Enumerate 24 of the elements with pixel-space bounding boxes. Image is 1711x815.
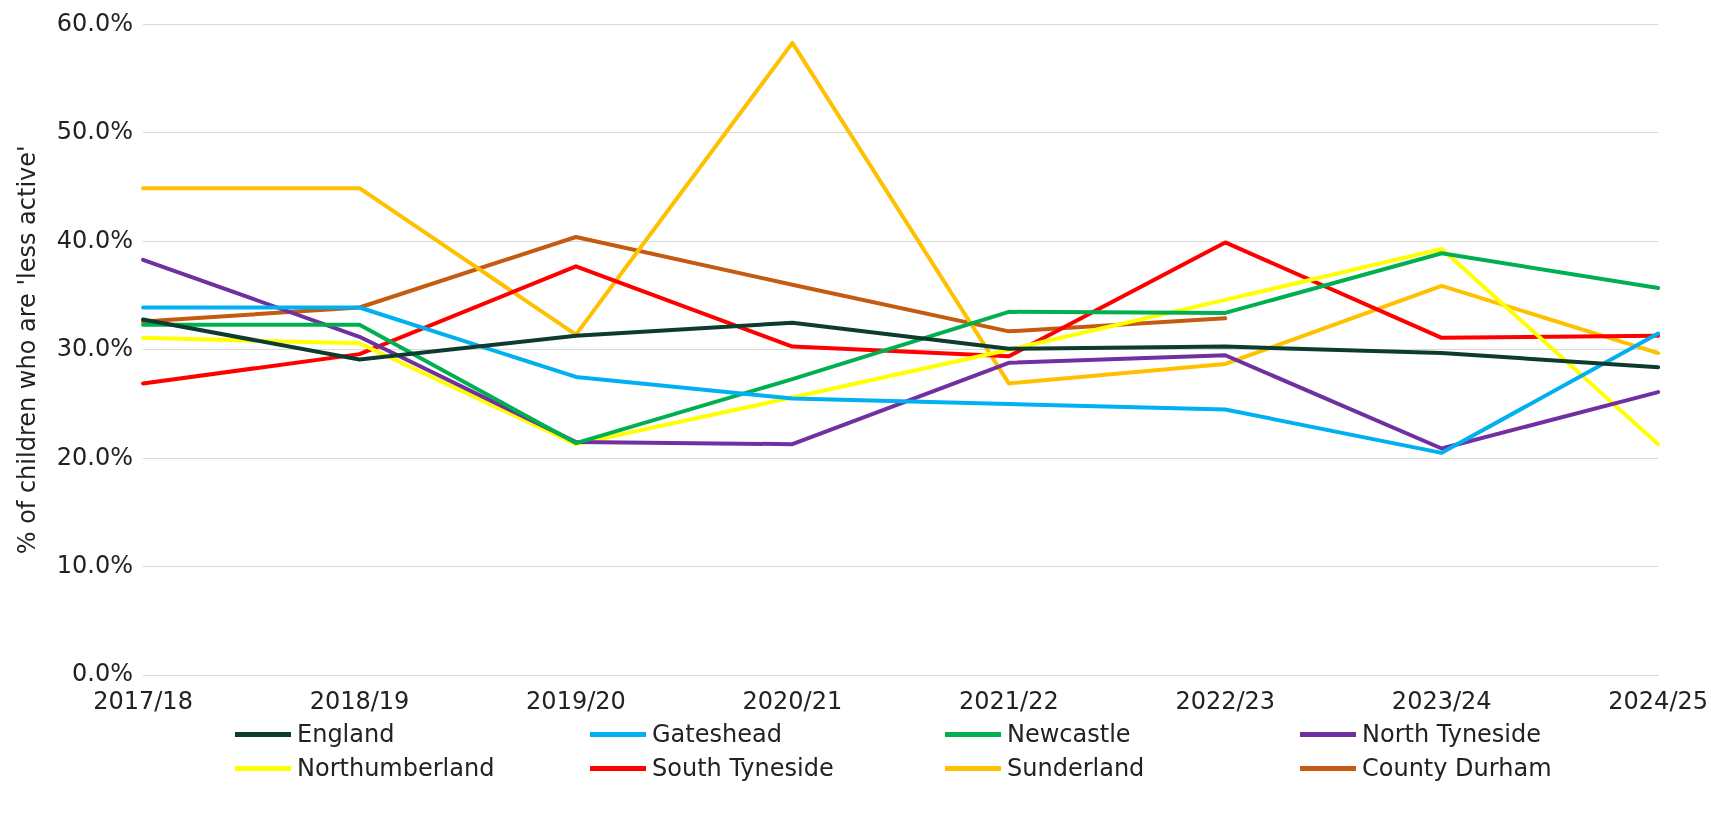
x-tick-label: 2018/19 bbox=[309, 686, 410, 715]
x-tick-label: 2017/18 bbox=[93, 686, 193, 715]
y-tick-label: 0.0% bbox=[72, 659, 134, 688]
y-tick-label: 10.0% bbox=[56, 550, 134, 579]
y-tick-label: 30.0% bbox=[56, 334, 134, 363]
y-tick-label: 40.0% bbox=[56, 225, 134, 254]
y-tick-label: 60.0% bbox=[56, 8, 134, 37]
x-tick-label: 2020/21 bbox=[742, 686, 843, 715]
legend-label: County Durham bbox=[1362, 754, 1552, 782]
legend-label: Newcastle bbox=[1007, 720, 1131, 748]
x-tick-label: 2024/25 bbox=[1608, 686, 1708, 715]
y-tick-label: 50.0% bbox=[56, 117, 134, 146]
legend-label: Northumberland bbox=[297, 754, 495, 782]
x-tick-label: 2021/22 bbox=[958, 686, 1059, 715]
x-tick-label: 2022/23 bbox=[1175, 686, 1276, 715]
legend-label: Sunderland bbox=[1007, 754, 1145, 782]
legend-label: England bbox=[297, 720, 395, 748]
y-tick-label: 20.0% bbox=[56, 442, 134, 471]
x-tick-label: 2023/24 bbox=[1391, 686, 1492, 715]
legend-label: South Tyneside bbox=[652, 754, 834, 782]
legend-label: North Tyneside bbox=[1362, 720, 1542, 748]
x-tick-label: 2019/20 bbox=[526, 686, 626, 715]
legend-label: Gateshead bbox=[652, 720, 782, 748]
y-axis-title: % of children who are 'less active' bbox=[12, 145, 41, 555]
